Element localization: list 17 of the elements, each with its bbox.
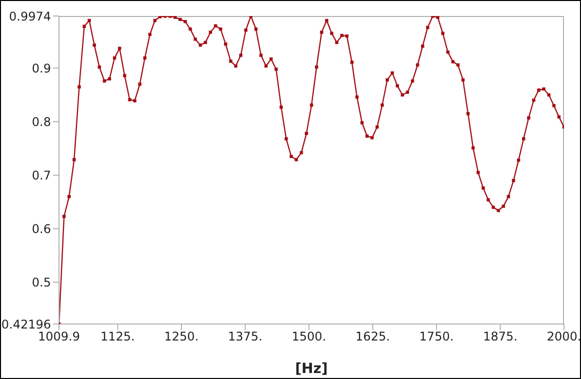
x-tick-label: 1875. bbox=[483, 330, 518, 344]
x-axis-title: [Hz] bbox=[295, 361, 328, 377]
x-tick-label: 1750. bbox=[419, 330, 454, 344]
y-tick-label: 0.8 bbox=[32, 114, 51, 129]
y-tick-label: 0.9 bbox=[32, 61, 51, 76]
x-tick-label: 1500. bbox=[292, 330, 326, 344]
x-tick-label: 1625. bbox=[356, 330, 390, 344]
x-tick-label: 1125. bbox=[100, 330, 135, 344]
y-tick-label: 0.5 bbox=[32, 275, 51, 290]
x-tick-label: 2000. bbox=[546, 330, 581, 344]
x-tick-label: 1250. bbox=[164, 330, 199, 344]
y-tick-label: 0.7 bbox=[32, 168, 51, 182]
x-tick-label: 1375. bbox=[228, 330, 262, 344]
y-tick-label: 0.6 bbox=[32, 222, 51, 236]
y-tick-label: 0.42196 bbox=[1, 317, 51, 332]
y-tick-label: 0.9974 bbox=[9, 9, 51, 24]
x-tick-label: 1009.9 bbox=[38, 330, 80, 344]
